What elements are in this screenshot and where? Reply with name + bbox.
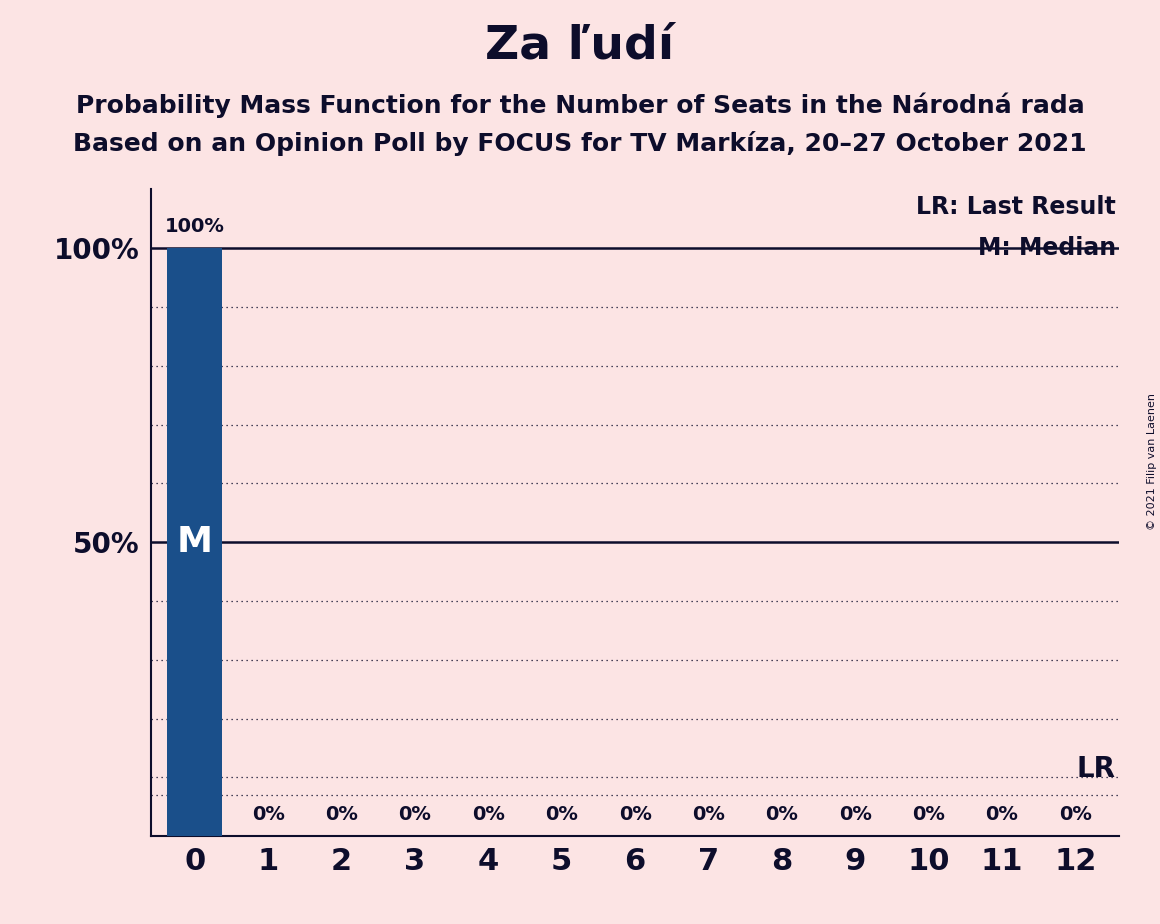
Text: 0%: 0% <box>472 806 505 824</box>
Text: 0%: 0% <box>252 806 284 824</box>
Text: Probability Mass Function for the Number of Seats in the Národná rada: Probability Mass Function for the Number… <box>75 92 1085 118</box>
Text: M: Median: M: Median <box>978 237 1116 261</box>
Text: LR: Last Result: LR: Last Result <box>916 195 1116 219</box>
Text: 0%: 0% <box>618 806 652 824</box>
Text: 0%: 0% <box>545 806 578 824</box>
Text: LR: LR <box>1076 755 1116 784</box>
Text: © 2021 Filip van Laenen: © 2021 Filip van Laenen <box>1147 394 1157 530</box>
Text: 0%: 0% <box>1059 806 1092 824</box>
Text: 0%: 0% <box>399 806 432 824</box>
Bar <box>167 249 223 836</box>
Text: Za ľudí: Za ľudí <box>485 23 675 68</box>
Text: Based on an Opinion Poll by FOCUS for TV Markíza, 20–27 October 2021: Based on an Opinion Poll by FOCUS for TV… <box>73 131 1087 156</box>
Text: 0%: 0% <box>325 806 358 824</box>
Text: 0%: 0% <box>912 806 945 824</box>
Text: 0%: 0% <box>693 806 725 824</box>
Text: 100%: 100% <box>165 217 225 237</box>
Text: M: M <box>176 525 212 559</box>
Text: 0%: 0% <box>839 806 871 824</box>
Text: 0%: 0% <box>986 806 1018 824</box>
Text: 0%: 0% <box>766 806 798 824</box>
